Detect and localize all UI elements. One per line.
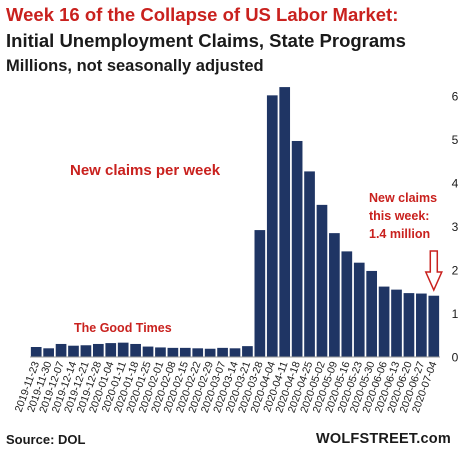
bar: [217, 347, 228, 357]
bar: [55, 343, 67, 357]
bar: [43, 348, 54, 357]
bar: [254, 230, 266, 357]
bar: [204, 348, 216, 357]
y-tick-label: 0: [452, 351, 459, 365]
bar: [80, 345, 92, 357]
bar: [105, 343, 117, 357]
bar: [316, 204, 328, 357]
bar: [68, 345, 79, 357]
annotation-this-week-line: 1.4 million: [369, 227, 430, 241]
bar: [366, 270, 378, 357]
bar: [117, 342, 129, 357]
bar: [291, 140, 303, 357]
bar: [416, 293, 427, 357]
y-tick-label: 1: [452, 307, 459, 321]
bar: [130, 343, 141, 357]
y-tick-label: 5: [452, 133, 459, 147]
chart-units: Millions, not seasonally adjusted: [6, 57, 264, 75]
bar: [266, 95, 278, 357]
y-tick-label: 3: [452, 220, 459, 234]
annotation-per-week: New claims per week: [70, 162, 221, 179]
y-tick-label: 4: [452, 177, 459, 191]
bar: [167, 347, 179, 357]
chart-title: Week 16 of the Collapse of US Labor Mark…: [6, 4, 399, 25]
bar: [30, 347, 42, 357]
y-tick-label: 6: [452, 90, 459, 104]
annotation-this-week-line: New claims: [369, 191, 437, 205]
annotation-this-week-line: this week:: [369, 209, 429, 223]
bar: [92, 343, 104, 357]
bar: [304, 171, 315, 357]
chart-subtitle: Initial Unemployment Claims, State Progr…: [6, 30, 406, 51]
bar: [192, 348, 204, 357]
source-label: Source: DOL: [6, 432, 86, 447]
bar: [391, 289, 402, 357]
brand-label: WOLFSTREET.com: [316, 431, 451, 447]
bar: [329, 233, 340, 357]
bar: [142, 346, 154, 357]
bar: [428, 295, 440, 357]
annotation-good-times: The Good Times: [74, 321, 172, 335]
bar: [229, 348, 241, 357]
bar: [378, 286, 390, 357]
bar: [353, 262, 365, 357]
bar: [155, 347, 166, 357]
bar: [403, 293, 415, 357]
bar: [242, 346, 253, 357]
bar: [279, 87, 291, 358]
y-tick-label: 2: [452, 264, 459, 278]
down-arrow-icon: [424, 250, 443, 292]
bar: [341, 251, 353, 357]
bar: [179, 347, 191, 357]
